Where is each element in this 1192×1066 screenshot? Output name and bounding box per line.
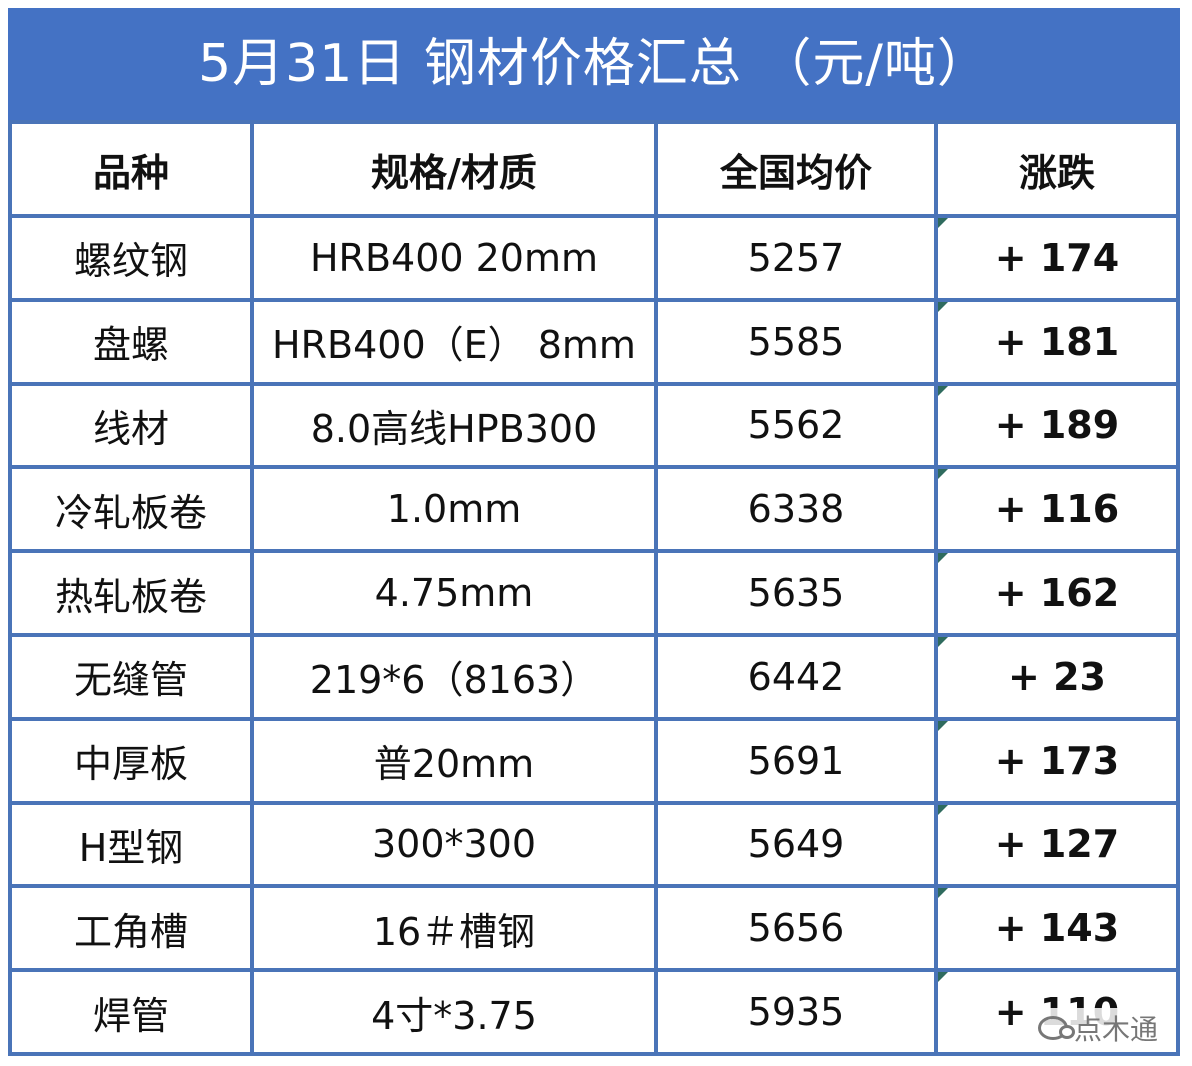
- table-title: 5月31日 钢材价格汇总 （元/吨）: [8, 8, 1180, 120]
- price-cell: 5656: [658, 888, 934, 969]
- spec-cell: 1.0mm: [254, 469, 654, 550]
- watermark-text: 点木通: [1073, 1013, 1158, 1046]
- table-row: 焊管 4寸*3.75 5935 + 110: [12, 972, 1176, 1052]
- variety-cell: 热轧板卷: [12, 553, 250, 633]
- spec-cell: 4.75mm: [254, 553, 654, 633]
- spec-cell: HRB400 20mm: [254, 218, 654, 298]
- change-cell: + 162: [938, 553, 1176, 633]
- variety-cell: 无缝管: [12, 636, 250, 717]
- variety-cell: 螺纹钢: [12, 218, 250, 298]
- table-row: 无缝管 219*6（8163） 6442 + 23: [12, 636, 1176, 717]
- table-row: 盘螺 HRB400（E） 8mm 5585 + 181: [12, 301, 1176, 382]
- steel-price-table: 品种 规格/材质 全国均价 涨跌 螺纹钢 HRB400 20mm 5257 + …: [8, 120, 1180, 1056]
- change-cell: + 181: [938, 301, 1176, 382]
- table-row: 冷轧板卷 1.0mm 6338 + 116: [12, 469, 1176, 550]
- variety-cell: 工角槽: [12, 888, 250, 969]
- header-row: 品种 规格/材质 全国均价 涨跌: [12, 124, 1176, 214]
- change-cell: + 143: [938, 888, 1176, 969]
- price-cell: 5649: [658, 804, 934, 885]
- column-header-spec: 规格/材质: [254, 124, 654, 214]
- spec-cell: 16＃槽钢: [254, 888, 654, 969]
- change-cell: + 127: [938, 804, 1176, 885]
- column-header-price: 全国均价: [658, 124, 934, 214]
- spec-cell: 8.0高线HPB300: [254, 385, 654, 466]
- change-cell: + 23: [938, 636, 1176, 717]
- price-table-frame: 5月31日 钢材价格汇总 （元/吨） 品种 规格/材质 全国均价 涨跌 螺纹钢 …: [8, 8, 1180, 1056]
- spec-cell: 4寸*3.75: [254, 972, 654, 1052]
- watermark: 点木通: [1033, 1008, 1162, 1048]
- variety-cell: 盘螺: [12, 301, 250, 382]
- change-cell: + 174: [938, 218, 1176, 298]
- price-cell: 5257: [658, 218, 934, 298]
- table-row: 螺纹钢 HRB400 20mm 5257 + 174: [12, 218, 1176, 298]
- spec-cell: HRB400（E） 8mm: [254, 301, 654, 382]
- price-cell: 5635: [658, 553, 934, 633]
- spec-cell: 普20mm: [254, 720, 654, 801]
- price-cell: 5935: [658, 972, 934, 1052]
- table-row: 工角槽 16＃槽钢 5656 + 143: [12, 888, 1176, 969]
- change-cell: + 189: [938, 385, 1176, 466]
- column-header-change: 涨跌: [938, 124, 1176, 214]
- price-cell: 5691: [658, 720, 934, 801]
- column-header-variety: 品种: [12, 124, 250, 214]
- table-row: H型钢 300*300 5649 + 127: [12, 804, 1176, 885]
- price-cell: 6338: [658, 469, 934, 550]
- variety-cell: 线材: [12, 385, 250, 466]
- change-cell: + 116: [938, 469, 1176, 550]
- table-row: 中厚板 普20mm 5691 + 173: [12, 720, 1176, 801]
- variety-cell: 中厚板: [12, 720, 250, 801]
- variety-cell: H型钢: [12, 804, 250, 885]
- variety-cell: 焊管: [12, 972, 250, 1052]
- spec-cell: 300*300: [254, 804, 654, 885]
- variety-cell: 冷轧板卷: [12, 469, 250, 550]
- price-cell: 5585: [658, 301, 934, 382]
- spec-cell: 219*6（8163）: [254, 636, 654, 717]
- table-row: 热轧板卷 4.75mm 5635 + 162: [12, 553, 1176, 633]
- price-cell: 5562: [658, 385, 934, 466]
- wechat-icon: [1037, 1016, 1075, 1040]
- change-cell: + 173: [938, 720, 1176, 801]
- table-row: 线材 8.0高线HPB300 5562 + 189: [12, 385, 1176, 466]
- price-cell: 6442: [658, 636, 934, 717]
